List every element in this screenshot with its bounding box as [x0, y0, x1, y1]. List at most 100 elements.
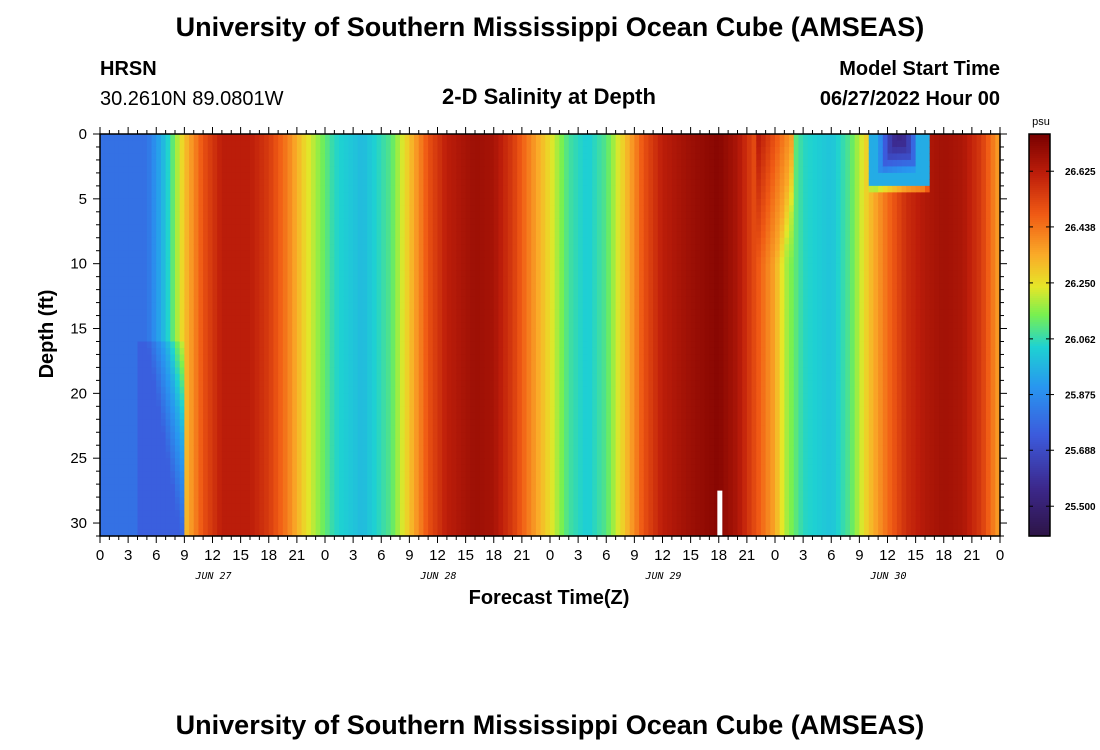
heatmap-cell [409, 237, 415, 245]
heatmap-cell [357, 276, 364, 284]
heatmap-cell [325, 471, 331, 479]
heatmap-cell [437, 477, 443, 485]
heatmap-cell [250, 283, 256, 291]
heatmap-cell [109, 347, 115, 356]
heatmap-cell [329, 347, 335, 356]
heatmap-cell [198, 283, 204, 291]
heatmap-cell [221, 179, 228, 187]
heatmap-cell [381, 367, 387, 375]
heatmap-cell [353, 153, 359, 161]
heatmap-cell [400, 399, 406, 407]
heatmap-cell [160, 477, 167, 485]
heatmap-cell [348, 179, 354, 187]
heatmap-cell [456, 296, 462, 304]
heatmap-cell [104, 244, 110, 252]
heatmap-cell [376, 490, 382, 498]
heatmap-cell [221, 250, 228, 258]
heatmap-cell [390, 523, 396, 531]
heatmap-cell [310, 296, 317, 304]
heatmap-cell [442, 159, 448, 168]
heatmap-cell [400, 250, 406, 258]
heatmap-cell [432, 386, 439, 394]
heatmap-cell [100, 159, 106, 168]
heatmap-cell [400, 185, 406, 193]
heatmap-cell [160, 347, 167, 356]
heatmap-cell [423, 510, 429, 518]
heatmap-cell [118, 224, 125, 232]
heatmap-cell [221, 464, 228, 472]
heatmap-cell [390, 263, 396, 271]
heatmap-cell [259, 283, 265, 291]
heatmap-cell [212, 192, 218, 200]
heatmap-cell [100, 283, 106, 291]
heatmap-cell [353, 263, 359, 271]
heatmap-cell [240, 523, 246, 531]
heatmap-cell [104, 445, 110, 453]
heatmap-cell [451, 523, 457, 531]
heatmap-cell [259, 393, 265, 401]
heatmap-cell [142, 153, 148, 161]
heatmap-cell [282, 315, 289, 323]
heatmap-cell [446, 386, 453, 394]
heatmap-cell [400, 529, 406, 537]
heatmap-cell [400, 341, 406, 349]
heatmap-cell [432, 159, 439, 168]
heatmap-cell [301, 406, 307, 414]
heatmap-cell [109, 380, 115, 388]
heatmap-cell [432, 185, 439, 193]
heatmap-cell [175, 497, 181, 505]
heatmap-cell [189, 412, 195, 420]
heatmap-cell [456, 211, 462, 219]
heatmap-cell [160, 445, 167, 453]
heatmap-cell [353, 166, 359, 174]
heatmap-cell [250, 484, 256, 492]
heatmap-cell [170, 367, 176, 375]
heatmap-cell [282, 503, 289, 511]
heatmap-cell [203, 529, 209, 537]
heatmap-cell [357, 172, 364, 180]
heatmap-cell [146, 477, 153, 485]
heatmap-cell [217, 328, 223, 336]
heatmap-cell [212, 335, 218, 343]
heatmap-cell [123, 484, 129, 492]
heatmap-cell [362, 516, 368, 524]
heatmap-cell [137, 380, 143, 388]
heatmap-cell [465, 218, 471, 226]
heatmap-cell [315, 276, 321, 284]
heatmap-cell [409, 360, 415, 369]
heatmap-cell [203, 380, 209, 388]
heatmap-cell [371, 257, 378, 265]
heatmap-cell [264, 185, 270, 193]
heatmap-cell [446, 257, 453, 265]
heatmap-cell [367, 224, 373, 232]
heatmap-cell [296, 231, 303, 239]
heatmap-cell [376, 497, 382, 505]
heatmap-cell [165, 250, 171, 258]
heatmap-cell [470, 172, 476, 180]
heatmap-cell [446, 276, 453, 284]
heatmap-cell [371, 458, 378, 466]
heatmap-cell [193, 185, 200, 193]
heatmap-cell [404, 477, 410, 485]
heatmap-cell [371, 464, 378, 472]
heatmap-cell [432, 335, 439, 343]
heatmap-cell [446, 516, 453, 524]
heatmap-cell [170, 134, 176, 142]
heatmap-cell [296, 477, 303, 485]
heatmap-cell [114, 179, 120, 187]
heatmap-cell [137, 166, 143, 174]
heatmap-cell [395, 172, 401, 180]
heatmap-cell [310, 192, 317, 200]
heatmap-cell [348, 464, 354, 472]
heatmap-cell [418, 516, 425, 524]
heatmap-cell [142, 529, 148, 537]
heatmap-cell [292, 257, 298, 265]
heatmap-cell [184, 458, 190, 466]
heatmap-cell [268, 322, 275, 330]
heatmap-cell [292, 153, 298, 161]
heatmap-cell [301, 393, 307, 401]
heatmap-cell [175, 153, 181, 161]
heatmap-cell [268, 497, 275, 505]
heatmap-cell [189, 205, 195, 213]
heatmap-cell [160, 159, 167, 168]
